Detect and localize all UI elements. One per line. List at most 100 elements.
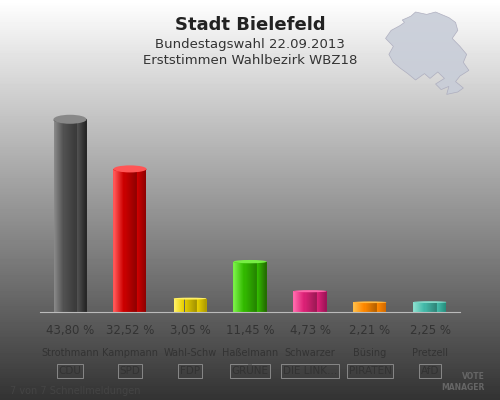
Bar <box>54 119 56 312</box>
Ellipse shape <box>414 302 446 303</box>
Bar <box>238 262 239 312</box>
Bar <box>124 169 126 312</box>
Text: 3,05 %: 3,05 % <box>170 324 210 337</box>
Bar <box>250 262 251 312</box>
Ellipse shape <box>294 290 326 292</box>
Text: Schwarzer: Schwarzer <box>284 348 336 358</box>
Text: GRÜNE: GRÜNE <box>232 366 268 376</box>
Bar <box>441 302 442 312</box>
Bar <box>114 169 116 312</box>
Text: PIRATEN: PIRATEN <box>348 366 392 376</box>
Bar <box>262 262 263 312</box>
Bar <box>203 298 204 312</box>
Bar <box>301 291 302 312</box>
Bar <box>378 302 379 312</box>
Bar <box>83 119 84 312</box>
Bar <box>251 262 252 312</box>
Text: 43,80 %: 43,80 % <box>46 324 94 337</box>
Bar <box>254 262 256 312</box>
Bar <box>82 119 83 312</box>
Bar <box>414 302 416 312</box>
Bar <box>309 291 310 312</box>
Bar <box>359 302 360 312</box>
Text: Strothmann: Strothmann <box>41 348 99 358</box>
Text: Pretzell: Pretzell <box>412 348 448 358</box>
Bar <box>382 302 383 312</box>
Bar <box>438 302 439 312</box>
Bar <box>360 302 361 312</box>
Bar <box>190 298 191 312</box>
Ellipse shape <box>354 302 386 303</box>
Bar <box>308 291 309 312</box>
Bar <box>244 262 246 312</box>
Bar <box>248 262 249 312</box>
Bar <box>60 119 61 312</box>
Bar <box>304 291 306 312</box>
Bar <box>180 298 181 312</box>
Bar <box>366 302 368 312</box>
Bar <box>442 302 443 312</box>
Bar <box>256 262 258 312</box>
Bar <box>184 298 186 312</box>
Bar <box>121 169 122 312</box>
Bar <box>300 291 301 312</box>
Bar <box>361 302 362 312</box>
Bar <box>202 298 203 312</box>
Bar <box>179 298 180 312</box>
Bar <box>320 291 321 312</box>
Bar <box>430 302 431 312</box>
Bar <box>302 291 304 312</box>
Text: 4,73 %: 4,73 % <box>290 324 331 337</box>
Bar <box>372 302 374 312</box>
Bar <box>310 291 311 312</box>
Bar <box>252 262 254 312</box>
Bar <box>417 302 418 312</box>
Bar <box>379 302 380 312</box>
Bar <box>138 169 139 312</box>
Bar <box>72 119 74 312</box>
Bar <box>416 302 417 312</box>
Bar <box>249 262 250 312</box>
Bar <box>234 262 236 312</box>
Text: Erststimmen Wahlbezirk WBZ18: Erststimmen Wahlbezirk WBZ18 <box>143 54 357 67</box>
Bar <box>132 169 134 312</box>
Bar <box>356 302 357 312</box>
Bar <box>129 169 130 312</box>
Bar <box>78 119 79 312</box>
Bar <box>126 169 128 312</box>
Bar <box>368 302 369 312</box>
Bar <box>432 302 434 312</box>
Text: Stadt Bielefeld: Stadt Bielefeld <box>174 16 326 34</box>
Text: 2,25 %: 2,25 % <box>410 324 451 337</box>
Text: VOTE
MANAGER: VOTE MANAGER <box>442 372 485 392</box>
Bar <box>294 291 296 312</box>
Bar <box>319 291 320 312</box>
Bar <box>369 302 370 312</box>
Bar <box>182 298 184 312</box>
Bar <box>119 169 120 312</box>
Bar <box>142 169 143 312</box>
Bar <box>198 298 199 312</box>
Bar <box>191 298 192 312</box>
Bar <box>204 298 206 312</box>
Text: 2,21 %: 2,21 % <box>350 324 391 337</box>
Bar <box>192 298 194 312</box>
Bar <box>364 302 366 312</box>
Ellipse shape <box>54 118 86 123</box>
Bar <box>358 302 359 312</box>
Bar <box>136 169 138 312</box>
Text: SPD: SPD <box>120 366 141 376</box>
Bar <box>118 169 119 312</box>
Bar <box>357 302 358 312</box>
Bar <box>297 291 298 312</box>
Bar <box>131 169 132 312</box>
Text: DIE LINK…: DIE LINK… <box>283 366 337 376</box>
Text: 32,52 %: 32,52 % <box>106 324 154 337</box>
Text: Büsing: Büsing <box>354 348 386 358</box>
Bar <box>181 298 182 312</box>
Bar <box>298 291 299 312</box>
Text: Haßelmann: Haßelmann <box>222 348 278 358</box>
Text: AfD: AfD <box>421 366 440 376</box>
Bar <box>246 262 248 312</box>
Bar <box>143 169 144 312</box>
